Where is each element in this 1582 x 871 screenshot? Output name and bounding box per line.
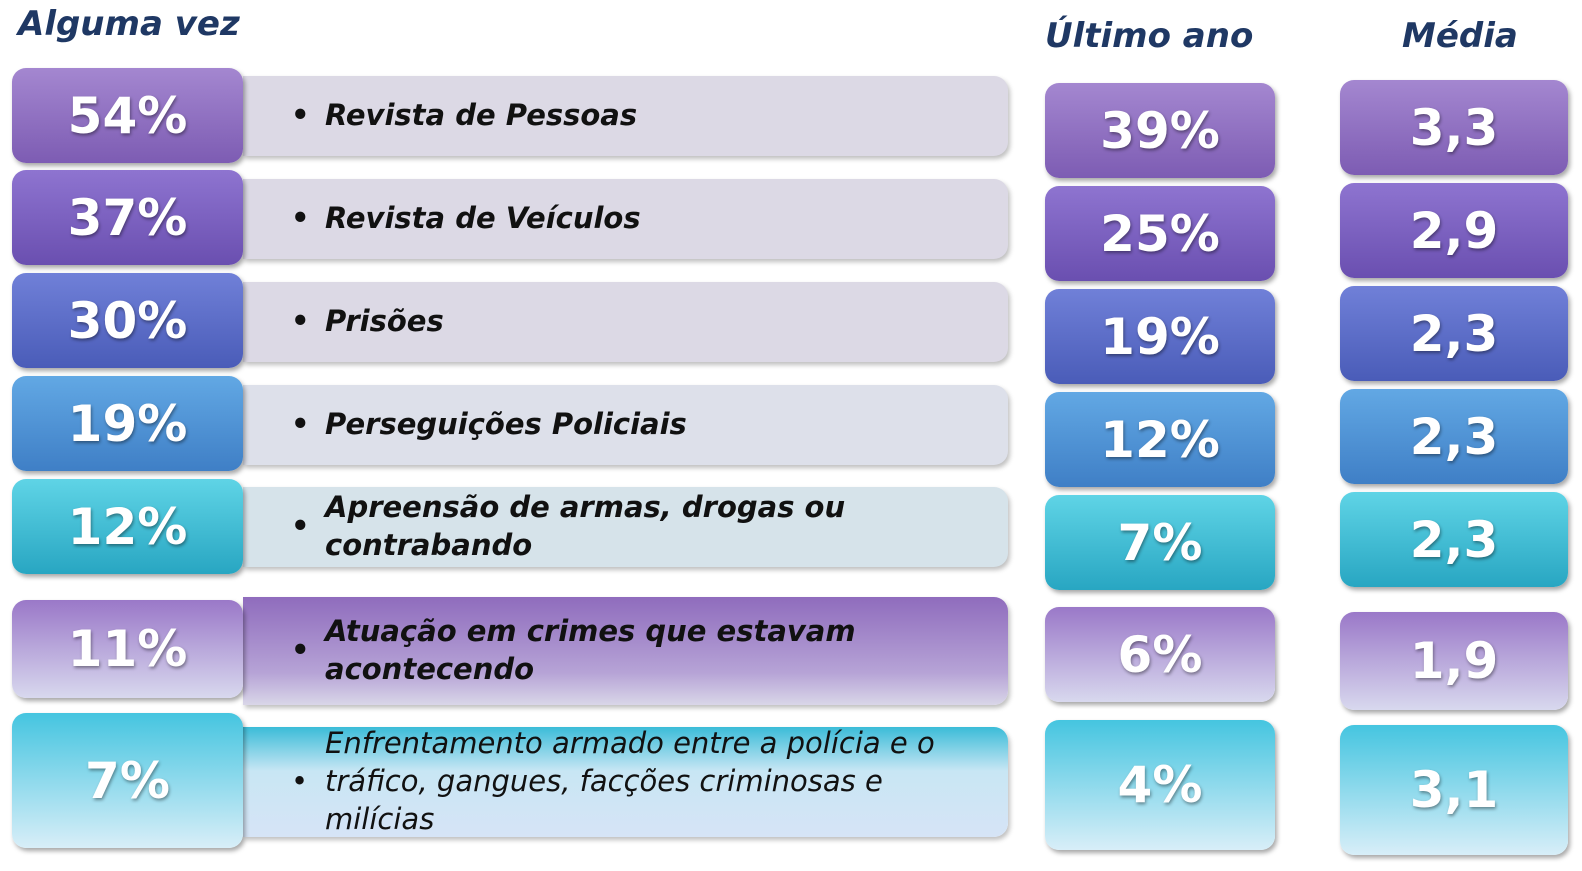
row-label: Apreensão de armas, drogas ou contraband… <box>325 490 846 562</box>
row-label: Atuação em crimes que estavam acontecend… <box>325 614 856 686</box>
last-year-value: 7% <box>1045 495 1275 590</box>
mean-value: 2,9 <box>1340 183 1568 278</box>
last-year-value: 4% <box>1045 720 1275 850</box>
mean-value: 3,1 <box>1340 725 1568 855</box>
mean-value: 2,3 <box>1340 389 1568 484</box>
mean-value: 3,3 <box>1340 80 1568 175</box>
last-year-value: 12% <box>1045 392 1275 487</box>
row-label: Prisões <box>325 304 444 339</box>
ever-value: 11% <box>12 600 243 698</box>
row-label-box: • Revista de Veículos <box>243 179 1008 259</box>
row-label: Perseguições Policiais <box>325 407 687 442</box>
row-label-box: • Prisões <box>243 282 1008 362</box>
bullet: • <box>291 98 310 133</box>
bullet: • <box>291 633 310 668</box>
bullet: • <box>291 304 310 339</box>
row-label-box: • Enfrentamento armado entre a polícia e … <box>243 726 1008 837</box>
header: Alguma vez <box>18 4 240 44</box>
row-label-box: • Atuação em crimes que estavam acontecen… <box>243 597 1008 705</box>
mean-value: 2,3 <box>1340 492 1568 587</box>
last-year-value: 6% <box>1045 607 1275 702</box>
ever-value: 7% <box>12 713 243 848</box>
last-year-value: 25% <box>1045 186 1275 281</box>
row-label-box: • Perseguições Policiais <box>243 385 1008 465</box>
header: Último ano <box>1045 16 1254 56</box>
bullet: • <box>291 764 309 799</box>
row-label: Enfrentamento armado entre a polícia e o… <box>325 726 935 836</box>
ever-value: 12% <box>12 479 243 574</box>
mean-value: 2,3 <box>1340 286 1568 381</box>
ever-value: 30% <box>12 273 243 368</box>
row-label: Revista de Pessoas <box>325 98 638 133</box>
bullet: • <box>291 509 310 544</box>
ever-value: 19% <box>12 376 243 471</box>
last-year-value: 19% <box>1045 289 1275 384</box>
header: Média <box>1402 16 1518 56</box>
ever-value: 54% <box>12 68 243 163</box>
ever-value: 37% <box>12 170 243 265</box>
row-label: Revista de Veículos <box>325 201 641 236</box>
bullet: • <box>291 201 310 236</box>
bullet: • <box>291 407 310 442</box>
mean-value: 1,9 <box>1340 612 1568 710</box>
row-label-box: • Apreensão de armas, drogas ou contraban… <box>243 487 1008 567</box>
last-year-value: 39% <box>1045 83 1275 178</box>
row-label-box: • Revista de Pessoas <box>243 76 1008 156</box>
